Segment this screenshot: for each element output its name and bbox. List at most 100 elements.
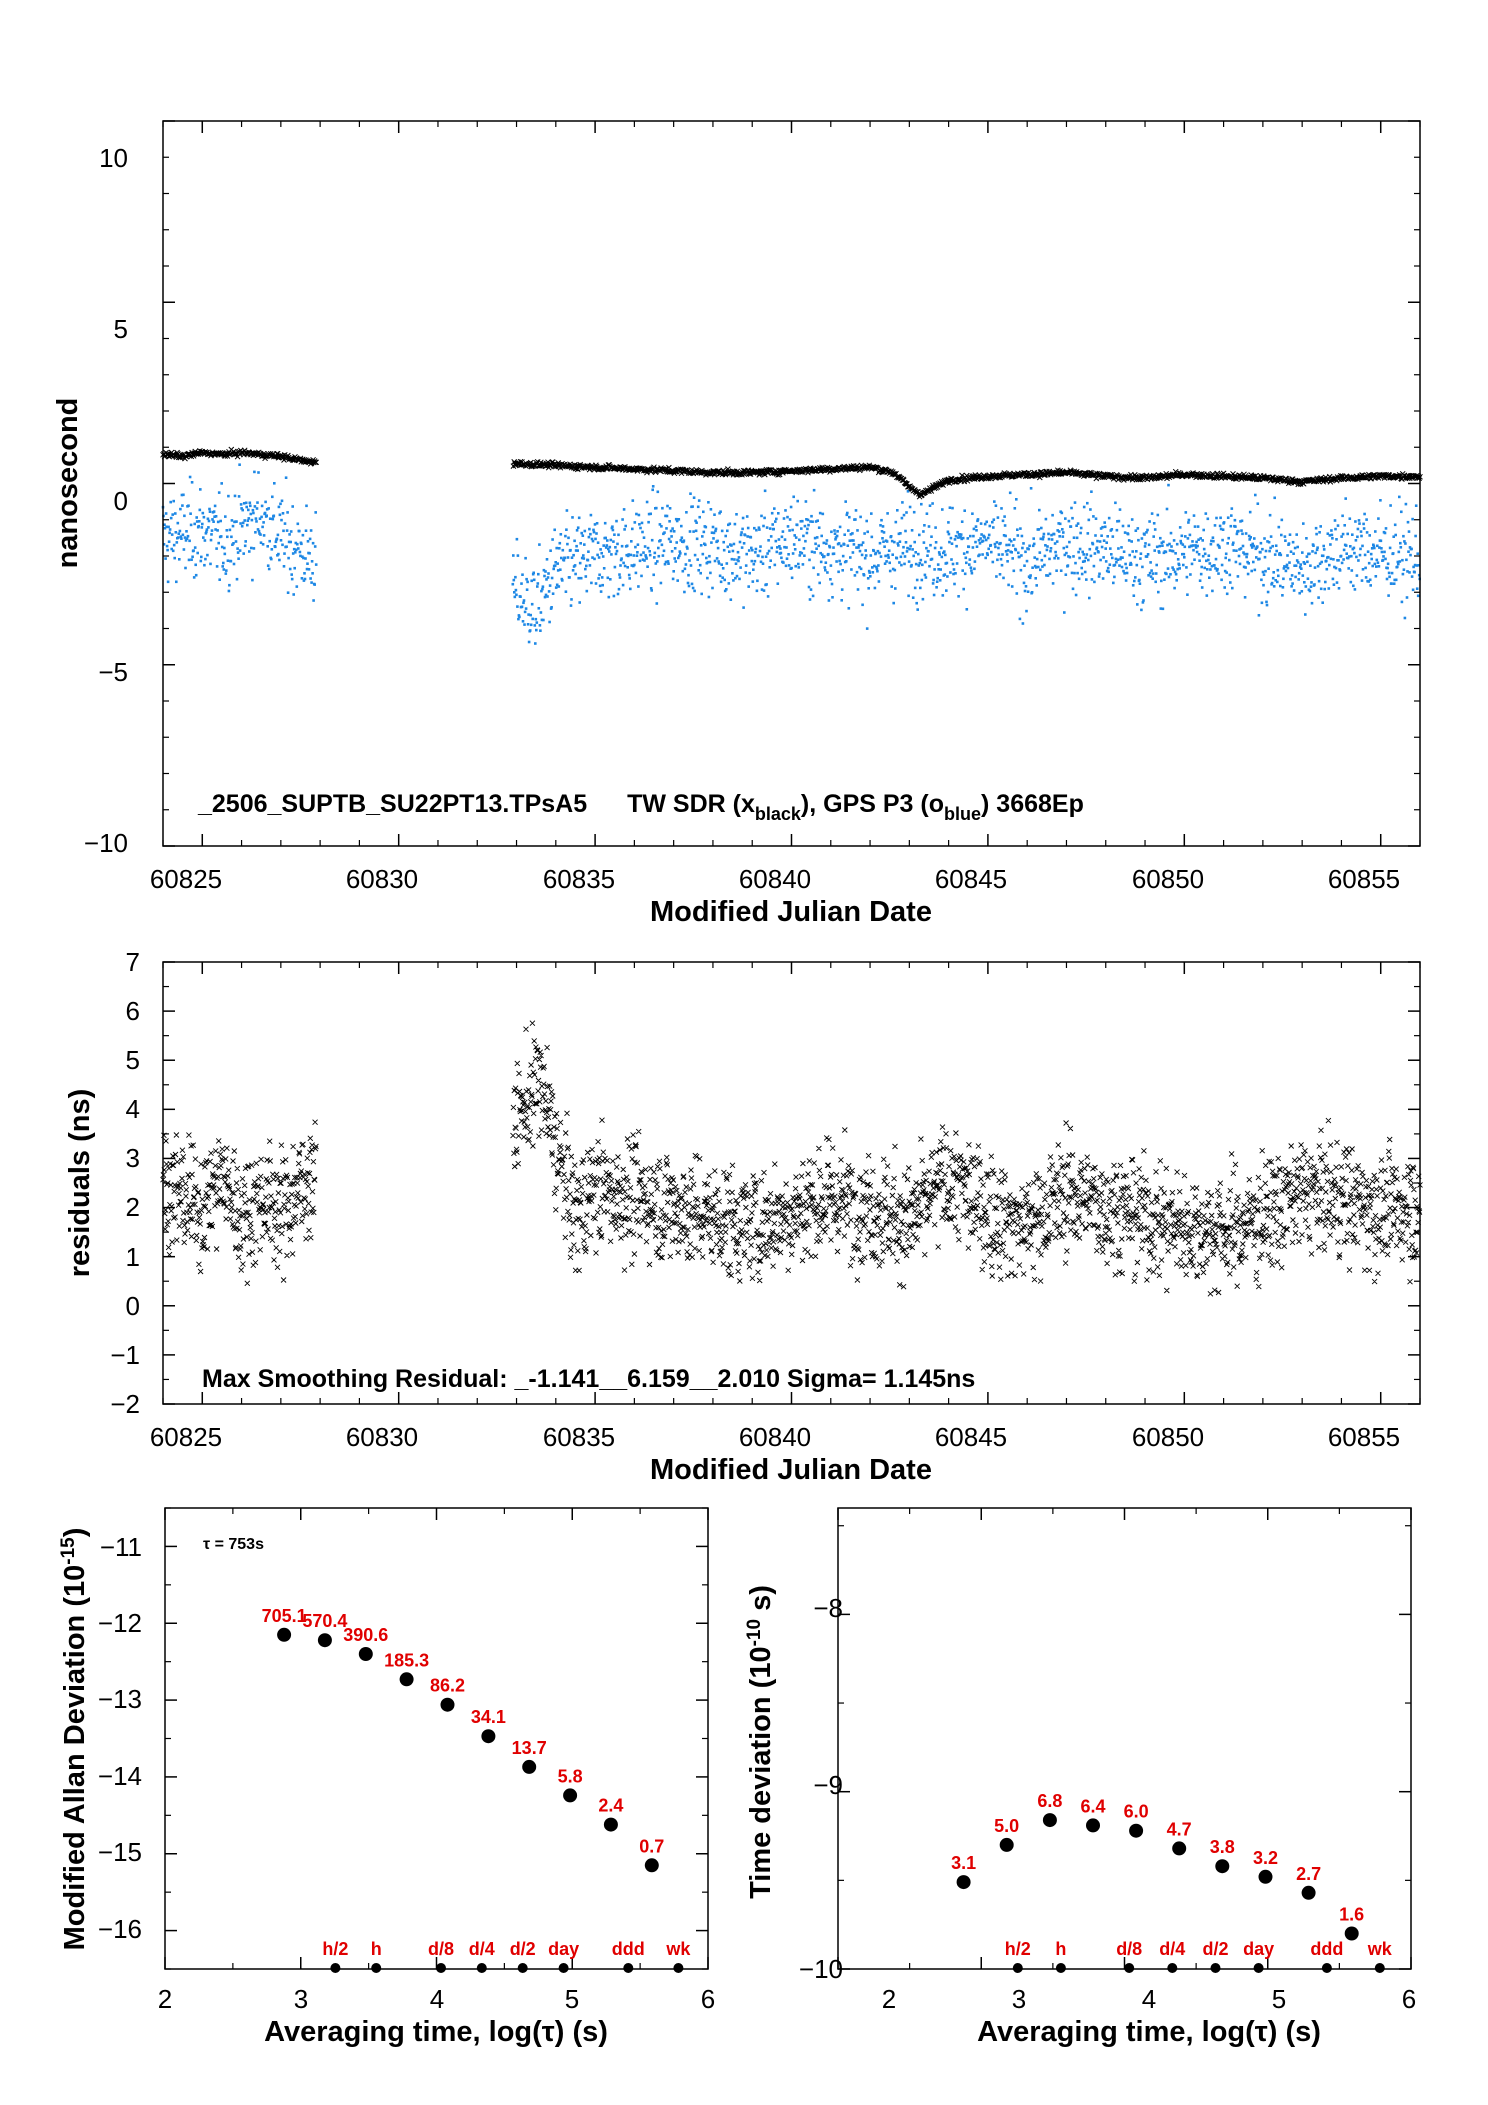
gps-p3-point (638, 523, 641, 526)
gps-p3-point (1294, 575, 1297, 579)
gps-p3-point (1058, 522, 1062, 526)
gps-p3-point (1076, 522, 1080, 525)
gps-p3-point (1106, 566, 1110, 570)
gps-p3-point (859, 515, 862, 519)
gps-p3-point (1013, 538, 1016, 541)
gps-p3-point (162, 543, 166, 546)
gps-p3-point (803, 524, 807, 528)
gps-p3-point (198, 520, 201, 523)
gps-p3-point (1276, 580, 1279, 584)
gps-p3-point (526, 580, 529, 584)
gps-p3-point (700, 592, 703, 596)
gps-p3-point (1088, 547, 1092, 551)
gps-p3-point (789, 505, 793, 509)
gps-p3-point (664, 514, 667, 518)
gps-p3-point (722, 540, 725, 544)
p1-xtick-60830: 60830 (346, 864, 418, 894)
gps-p3-point (959, 536, 962, 539)
gps-p3-point (1399, 546, 1403, 549)
gps-p3-point (935, 580, 939, 583)
gps-p3-point (1094, 534, 1097, 537)
gps-p3-point (235, 520, 238, 523)
gps-p3-point (1087, 518, 1091, 522)
gps-p3-point (1320, 560, 1323, 564)
gps-p3-point (1401, 572, 1405, 576)
gps-p3-point (253, 505, 257, 508)
gps-p3-point (959, 533, 963, 536)
p3-ylabel-main: Modified Allan Deviation (10 (59, 1565, 91, 1951)
gps-p3-point (1400, 510, 1403, 514)
gps-p3-point (1194, 546, 1198, 549)
gps-p3-point (298, 529, 301, 533)
gps-p3-point (693, 553, 697, 557)
gps-p3-point (1081, 560, 1085, 563)
gps-p3-point (676, 579, 679, 582)
gps-p3-point (635, 554, 639, 557)
gps-p3-point (1042, 532, 1046, 536)
gps-p3-point (780, 556, 783, 560)
gps-p3-point (1097, 550, 1100, 554)
gps-p3-point (797, 562, 800, 566)
gps-p3-point (686, 581, 690, 585)
gps-p3-point (223, 546, 226, 550)
adev-point-label: 390.6 (343, 1625, 388, 1645)
gps-p3-point (965, 561, 968, 565)
gps-p3-point (191, 555, 194, 559)
gps-p3-point (845, 513, 849, 517)
gps-p3-point (925, 546, 928, 550)
gps-p3-point (1397, 562, 1400, 566)
gps-p3-point (225, 529, 229, 532)
gps-p3-point (880, 530, 884, 533)
gps-p3-point (539, 611, 543, 614)
gps-p3-point (290, 573, 293, 576)
gps-p3-point (1051, 582, 1055, 585)
gps-p3-point (251, 578, 254, 582)
gps-p3-point (583, 543, 586, 546)
p4-ylabel: Time deviation (10-10 s) (744, 1585, 777, 1899)
gps-p3-point (195, 516, 198, 519)
gps-p3-point (1055, 569, 1058, 572)
gps-p3-point (928, 504, 932, 507)
gps-p3-point (873, 586, 877, 590)
gps-p3-point (583, 529, 587, 533)
gps-p3-point (568, 576, 571, 579)
gps-p3-point (1040, 526, 1043, 530)
gps-p3-point (1240, 529, 1243, 532)
adev-point-label: 13.7 (512, 1738, 547, 1758)
gps-p3-point (646, 565, 649, 568)
gps-p3-point (857, 546, 860, 549)
gps-p3-point (591, 539, 595, 543)
gps-p3-point (1023, 589, 1027, 593)
gps-p3-point (192, 576, 196, 579)
gps-p3-point (1285, 565, 1288, 569)
gps-p3-point (1292, 552, 1295, 555)
tdev-point-label: 6.4 (1080, 1796, 1105, 1816)
gps-p3-point (289, 540, 292, 544)
gps-p3-point (951, 506, 954, 510)
gps-p3-point (1249, 536, 1252, 539)
gps-p3-point (1359, 547, 1362, 551)
gps-p3-point (876, 569, 879, 573)
gps-p3-point (1210, 539, 1213, 543)
gps-p3-point (751, 548, 754, 552)
gps-p3-point (719, 580, 723, 584)
gps-p3-point (1239, 520, 1242, 523)
gps-p3-point (1206, 568, 1209, 571)
gps-p3-point (960, 520, 964, 523)
gps-p3-point (1188, 545, 1191, 549)
gps-p3-point (1338, 569, 1342, 572)
gps-p3-point (184, 539, 188, 542)
gps-p3-point (931, 502, 934, 505)
gps-p3-point (611, 525, 614, 528)
adev-point-label: 5.8 (558, 1766, 583, 1786)
gps-p3-point (1360, 579, 1364, 582)
gps-p3-point (1361, 568, 1365, 571)
gps-p3-point (1224, 556, 1227, 560)
gps-p3-point (562, 559, 566, 562)
gps-p3-point (250, 518, 254, 522)
gps-p3-point (171, 513, 174, 516)
gps-p3-point (981, 539, 985, 543)
gps-p3-point (271, 517, 275, 521)
gps-p3-point (732, 542, 736, 546)
gps-p3-point (287, 540, 291, 544)
